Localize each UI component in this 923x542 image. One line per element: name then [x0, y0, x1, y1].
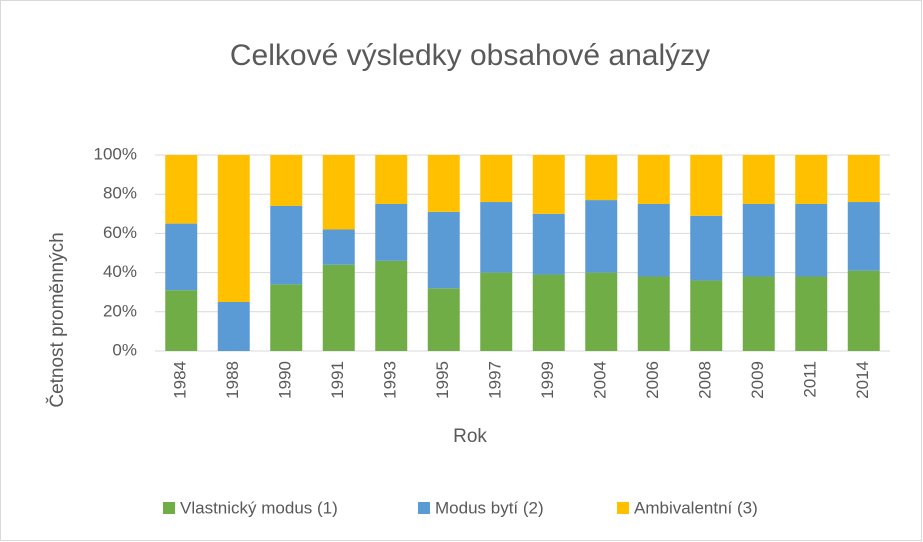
bar-segment	[165, 223, 198, 291]
bar-segment	[270, 205, 303, 285]
bar-segment	[585, 272, 618, 351]
bar-segment	[427, 211, 460, 289]
bar-segment	[375, 260, 408, 351]
bar-segment	[795, 155, 828, 204]
bar-segment	[165, 290, 198, 351]
x-tick-label: 2004	[591, 361, 610, 399]
x-tick-label: 2006	[643, 361, 662, 399]
x-axis-title: Rok	[453, 426, 487, 447]
bar-segment	[480, 155, 513, 203]
bar-segment	[427, 288, 460, 351]
x-tick-label: 1993	[381, 361, 400, 399]
bar-segment	[690, 215, 723, 281]
bar-segment	[585, 200, 618, 273]
bar-segment	[847, 155, 880, 203]
legend-swatch	[163, 502, 175, 514]
bar-segment	[270, 155, 303, 206]
bar-segment	[375, 204, 408, 261]
bar-segment	[742, 204, 775, 277]
x-tick-label: 2009	[748, 361, 767, 399]
bar-segment	[742, 155, 775, 204]
bar-segment	[637, 276, 670, 351]
chart-title: Celkové výsledky obsahové analýzy	[230, 39, 710, 72]
bar-segment	[532, 213, 565, 275]
x-tick-label: 1999	[538, 361, 557, 399]
legend-label: Vlastnický modus (1)	[180, 498, 338, 517]
bar-segment	[847, 202, 880, 271]
x-tick-label: 1990	[276, 361, 295, 399]
legend-swatch	[418, 502, 430, 514]
bar-segment	[375, 155, 408, 204]
bar-segment	[217, 155, 250, 302]
y-tick-label: 40%	[103, 262, 137, 281]
legend-swatch	[617, 502, 629, 514]
x-tick-label: 2011	[801, 361, 820, 398]
x-tick-label: 1984	[171, 361, 190, 399]
bar-segment	[585, 155, 618, 201]
x-tick-label: 1995	[433, 361, 452, 399]
bar-segment	[480, 272, 513, 351]
bar-segment	[637, 155, 670, 204]
y-tick-label: 0%	[112, 340, 137, 359]
x-tick-label: 1997	[486, 361, 505, 399]
y-tick-label: 80%	[103, 184, 137, 203]
bar-segment	[795, 204, 828, 277]
bar-segment	[532, 274, 565, 351]
legend-label: Ambivalentní (3)	[634, 498, 758, 517]
y-tick-label: 20%	[103, 301, 137, 320]
x-tick-label: 1991	[328, 361, 347, 399]
y-axis-title: Četnost proměnných	[46, 232, 68, 407]
x-tick-label: 2014	[853, 361, 872, 399]
x-tick-label: 2008	[696, 361, 715, 399]
bar-segment	[270, 284, 303, 351]
y-tick-label: 100%	[94, 144, 137, 163]
bar-segment	[742, 276, 775, 351]
bar-segment	[322, 229, 355, 265]
bar-segment	[532, 155, 565, 214]
bar-segment	[427, 155, 460, 212]
bar-segment	[322, 155, 355, 230]
legend-label: Modus bytí (2)	[435, 498, 544, 517]
bar-segment	[690, 155, 723, 216]
bar-segment	[322, 264, 355, 351]
bar-segment	[637, 204, 670, 277]
bar-segment	[847, 270, 880, 351]
x-tick-label: 1988	[223, 361, 242, 399]
bar-segment	[795, 276, 828, 351]
y-tick-label: 60%	[103, 223, 137, 242]
bar-segment	[165, 155, 198, 224]
bar-segment	[480, 202, 513, 273]
bar-segment	[217, 302, 250, 351]
bar-segment	[690, 280, 723, 351]
